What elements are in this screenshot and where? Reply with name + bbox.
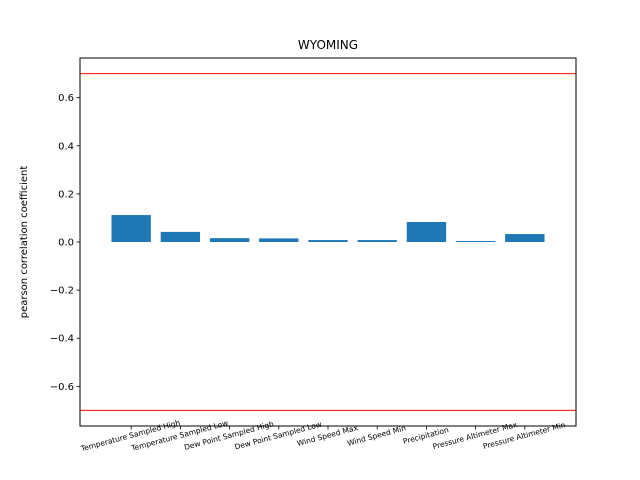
bar-2 [160, 231, 201, 242]
y-tick-label: 0.2 [58, 189, 74, 200]
y-tick-label: −0.2 [50, 286, 74, 297]
bar-5 [308, 240, 348, 242]
y-tick-label: 0.4 [58, 141, 74, 152]
bar-4 [259, 238, 299, 242]
chart-title: WYOMING [298, 38, 358, 52]
y-tick-label: −0.6 [50, 382, 74, 393]
bar-8 [455, 241, 496, 242]
y-tick-label: 0.6 [58, 93, 74, 104]
y-axis-label: pearson correlation coefficient [19, 166, 30, 319]
bar-3 [209, 238, 250, 242]
bar-1 [111, 215, 151, 242]
bars-group [111, 215, 545, 242]
bar-7 [406, 222, 447, 242]
y-ticks-group: −0.6 −0.4 −0.2 0.0 0.2 0.4 0.6 [50, 93, 80, 393]
bar-9 [505, 234, 545, 242]
plot-frame [79, 57, 577, 427]
y-tick-label: −0.4 [50, 334, 74, 345]
y-tick-label: 0.0 [58, 238, 74, 249]
reference-lines-group [80, 73, 576, 411]
bar-6 [357, 240, 397, 242]
